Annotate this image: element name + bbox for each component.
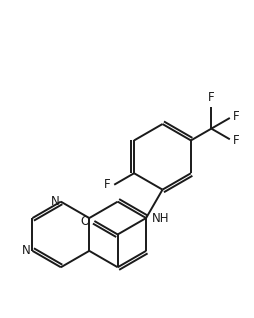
Text: N: N bbox=[22, 244, 31, 257]
Text: F: F bbox=[233, 110, 240, 123]
Text: F: F bbox=[208, 91, 215, 104]
Text: NH: NH bbox=[152, 211, 169, 225]
Text: F: F bbox=[104, 178, 110, 191]
Text: O: O bbox=[80, 215, 89, 227]
Text: F: F bbox=[233, 135, 240, 148]
Text: N: N bbox=[51, 195, 59, 208]
